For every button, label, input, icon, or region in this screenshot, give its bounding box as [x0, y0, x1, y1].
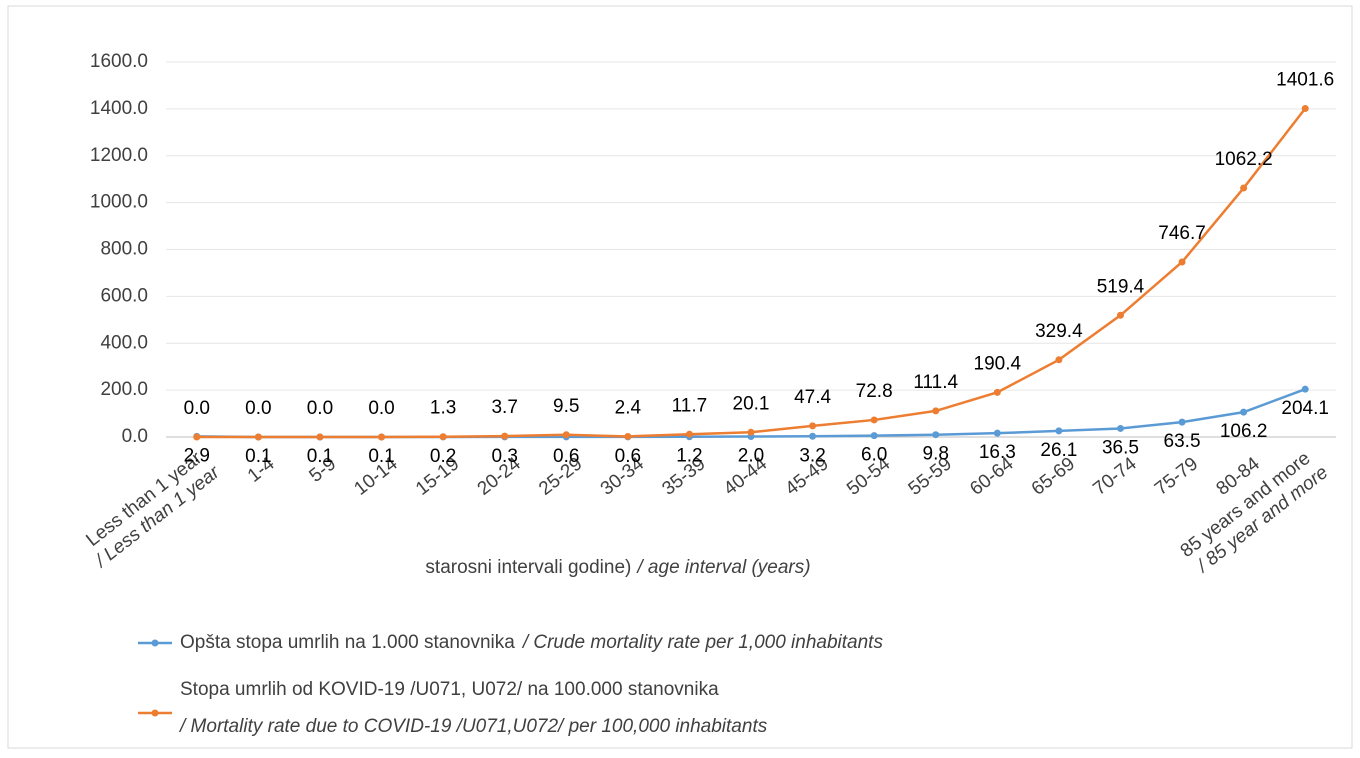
data-point [1116, 311, 1124, 319]
data-label: 1401.6 [1276, 70, 1334, 91]
data-point [870, 416, 878, 424]
data-label: 190.4 [974, 353, 1022, 374]
data-label: 0.1 [307, 446, 333, 467]
y-tick-label: 800.0 [100, 239, 148, 260]
data-point [932, 431, 940, 439]
y-tick-label: 1600.0 [90, 51, 148, 72]
data-label: 2.9 [184, 445, 210, 466]
data-label: 2.0 [738, 446, 764, 467]
data-label: 746.7 [1158, 223, 1206, 244]
data-label: 0.6 [553, 446, 579, 467]
data-label: 0.6 [615, 446, 641, 467]
data-point [1178, 258, 1186, 266]
data-label: 1.2 [676, 446, 702, 467]
y-tick-label: 600.0 [100, 285, 148, 306]
data-label: 0.0 [245, 398, 271, 419]
data-label: 3.7 [491, 397, 517, 418]
data-point [1301, 105, 1309, 112]
data-label: 1062.2 [1215, 149, 1273, 170]
legend-label: Opšta stopa umrlih na 1.000 stanovnika / … [180, 632, 883, 653]
data-label: 26.1 [1040, 440, 1077, 461]
data-label: 0.3 [491, 446, 517, 467]
legend-label-part: / Crude mortality rate per 1,000 inhabit… [521, 632, 884, 653]
legend-marker [151, 709, 159, 717]
data-label: 0.0 [184, 398, 210, 419]
data-label: 47.4 [794, 387, 831, 408]
data-label: 72.8 [856, 381, 893, 402]
data-point [1240, 408, 1248, 416]
data-label: 106.2 [1220, 421, 1268, 442]
data-point [378, 433, 386, 441]
data-point [1116, 424, 1124, 432]
data-point [1055, 356, 1063, 364]
y-tick-label: 1000.0 [90, 192, 148, 213]
data-label: 11.7 [672, 395, 708, 416]
legend-label: / Mortality rate due to COVID-19 /U071,U… [178, 716, 768, 737]
y-tick-label: 1400.0 [90, 98, 148, 119]
data-label: 0.2 [430, 446, 456, 467]
data-point [193, 433, 201, 441]
data-point [1240, 184, 1248, 192]
x-axis-title-part: / age interval (years) [635, 557, 810, 578]
chart-frame [7, 5, 1353, 749]
x-axis-title: starosni intervali godine) / age interval… [425, 557, 810, 578]
data-label: 0.0 [307, 398, 333, 419]
data-label: 63.5 [1164, 431, 1201, 452]
data-point [870, 432, 878, 440]
data-label: 16.3 [979, 442, 1016, 463]
data-point [316, 433, 324, 441]
y-tick-label: 1200.0 [90, 145, 148, 166]
data-point [439, 433, 447, 441]
legend-marker [151, 639, 159, 647]
data-label: 3.2 [799, 445, 825, 466]
legend-label: Stopa umrlih od KOVID-19 /U071, U072/ na… [180, 679, 719, 700]
y-tick-label: 200.0 [100, 379, 148, 400]
data-point [562, 431, 570, 439]
data-label: 0.1 [245, 446, 271, 467]
data-label: 329.4 [1035, 321, 1083, 342]
data-label: 0.0 [368, 398, 394, 419]
x-axis-title-part: starosni intervali godine) [425, 557, 631, 578]
data-point [932, 407, 940, 415]
data-point [1301, 385, 1309, 393]
data-point [993, 388, 1001, 396]
data-point [254, 433, 262, 441]
legend-label-part: Opšta stopa umrlih na 1.000 stanovnika [180, 632, 515, 653]
data-point [809, 432, 817, 440]
data-point [809, 422, 817, 430]
data-point [747, 428, 755, 436]
data-label: 9.8 [923, 444, 949, 465]
data-point [1178, 418, 1186, 426]
data-label: 204.1 [1281, 398, 1329, 419]
data-label: 20.1 [733, 393, 770, 414]
data-label: 9.5 [553, 396, 579, 417]
data-label: 1.3 [430, 398, 456, 419]
data-label: 6.0 [861, 445, 887, 466]
data-label: 36.5 [1102, 437, 1139, 458]
data-point [685, 430, 693, 438]
data-label: 2.4 [615, 397, 642, 418]
y-tick-label: 400.0 [100, 332, 148, 353]
data-label: 519.4 [1097, 276, 1145, 297]
data-point [501, 432, 509, 440]
data-label: 111.4 [913, 372, 958, 393]
data-label: 0.1 [368, 446, 394, 467]
y-tick-label: 0.0 [122, 426, 148, 447]
data-point [1055, 427, 1063, 435]
data-point [624, 432, 632, 440]
data-point [993, 429, 1001, 437]
